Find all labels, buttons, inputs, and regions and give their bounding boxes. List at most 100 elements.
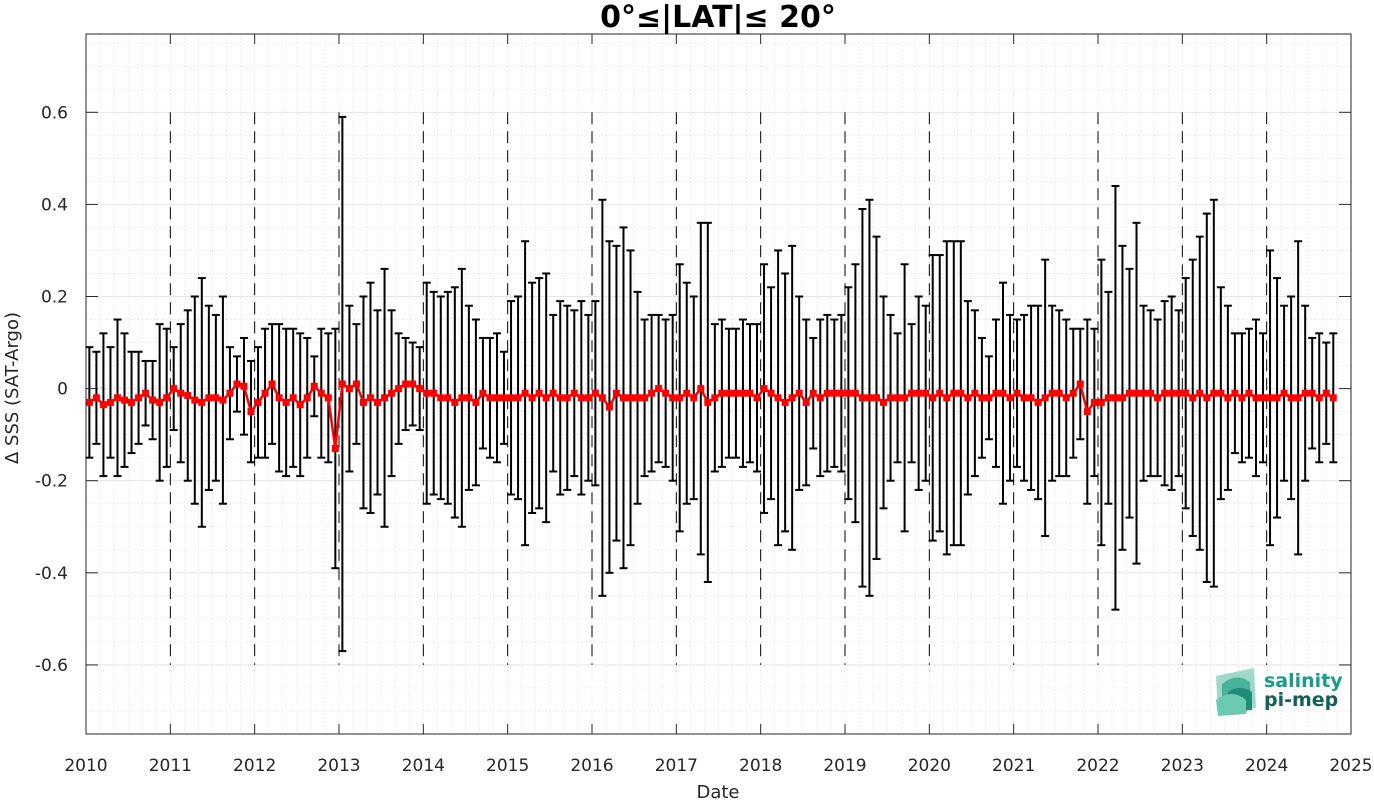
data-point: [1027, 394, 1035, 402]
data-point: [1308, 389, 1316, 397]
data-point: [1013, 389, 1021, 397]
data-point: [521, 389, 529, 397]
data-point: [865, 394, 873, 402]
data-point: [247, 408, 255, 416]
data-point: [760, 385, 768, 393]
data-point: [1182, 389, 1190, 397]
data-point: [1301, 389, 1309, 397]
y-tick-label: -0.6: [35, 656, 68, 676]
data-point: [177, 389, 185, 397]
data-point: [1111, 394, 1119, 402]
data-point: [697, 385, 705, 393]
data-point: [627, 394, 635, 402]
data-point: [612, 389, 620, 397]
data-point: [261, 389, 269, 397]
data-point: [1210, 389, 1218, 397]
data-point: [128, 398, 136, 406]
x-tick-label: 2017: [655, 756, 698, 776]
data-point: [1259, 394, 1267, 402]
data-point: [233, 380, 241, 388]
y-tick-label: 0.6: [41, 103, 68, 123]
data-point: [1154, 394, 1162, 402]
data-point: [1090, 398, 1098, 406]
x-tick-label: 2021: [992, 756, 1035, 776]
data-point: [690, 394, 698, 402]
data-point: [648, 389, 656, 397]
x-tick-label: 2018: [739, 756, 782, 776]
y-tick-label: -0.2: [35, 472, 68, 492]
data-point: [1097, 398, 1105, 406]
data-point: [1118, 394, 1126, 402]
data-point: [1006, 394, 1014, 402]
data-point: [830, 389, 838, 397]
data-point: [669, 394, 677, 402]
data-point: [1252, 394, 1260, 402]
data-point: [395, 385, 403, 393]
data-point: [345, 385, 353, 393]
data-point: [528, 394, 536, 402]
data-point: [1034, 398, 1042, 406]
y-tick-label: 0.4: [41, 195, 68, 215]
data-point: [1287, 394, 1295, 402]
data-point: [851, 389, 859, 397]
data-point: [1125, 389, 1133, 397]
data-point: [479, 389, 487, 397]
data-point: [289, 394, 297, 402]
data-point: [1133, 389, 1141, 397]
logo-text-salinity: salinity: [1264, 670, 1343, 692]
data-point: [451, 398, 459, 406]
data-point: [1231, 389, 1239, 397]
data-point: [275, 394, 283, 402]
data-point: [1266, 394, 1274, 402]
data-point: [226, 389, 234, 397]
x-tick-label: 2011: [149, 756, 192, 776]
data-point: [458, 394, 466, 402]
data-point: [711, 394, 719, 402]
x-tick-label: 2020: [908, 756, 951, 776]
x-tick-label: 2023: [1161, 756, 1204, 776]
data-point: [444, 394, 452, 402]
x-tick-label: 2024: [1245, 756, 1288, 776]
data-point: [184, 392, 192, 400]
data-point: [338, 380, 346, 388]
data-point: [409, 380, 417, 388]
data-point: [837, 389, 845, 397]
y-tick-label: 0.2: [41, 288, 68, 308]
data-point: [542, 394, 550, 402]
data-point: [634, 394, 642, 402]
data-point: [282, 398, 290, 406]
data-point: [739, 389, 747, 397]
data-point: [936, 389, 944, 397]
plot-frame: [85, 33, 1352, 735]
data-point: [950, 389, 958, 397]
x-tick-label: 2022: [1076, 756, 1119, 776]
x-tick-label: 2012: [233, 756, 276, 776]
data-point: [901, 394, 909, 402]
data-point: [430, 389, 438, 397]
data-point: [163, 394, 171, 402]
data-point: [767, 389, 775, 397]
data-point: [359, 398, 367, 406]
data-point: [1147, 389, 1155, 397]
data-point: [985, 394, 993, 402]
data-point: [844, 389, 852, 397]
data-point: [1189, 394, 1197, 402]
data-point: [121, 396, 129, 404]
data-point: [591, 389, 599, 397]
data-point: [929, 394, 937, 402]
data-point: [563, 394, 571, 402]
x-tick-label: 2019: [823, 756, 866, 776]
x-tick-label: 2014: [402, 756, 445, 776]
x-tick-label: 2010: [64, 756, 107, 776]
data-point: [381, 394, 389, 402]
data-point: [324, 394, 332, 402]
data-point: [296, 401, 304, 409]
data-point: [978, 394, 986, 402]
data-point: [809, 389, 817, 397]
data-point: [556, 394, 564, 402]
data-point: [1062, 394, 1070, 402]
x-axis-label: Date: [696, 782, 739, 801]
data-point: [1238, 394, 1246, 402]
data-point: [1294, 394, 1302, 402]
y-tick-label: 0: [57, 380, 68, 400]
